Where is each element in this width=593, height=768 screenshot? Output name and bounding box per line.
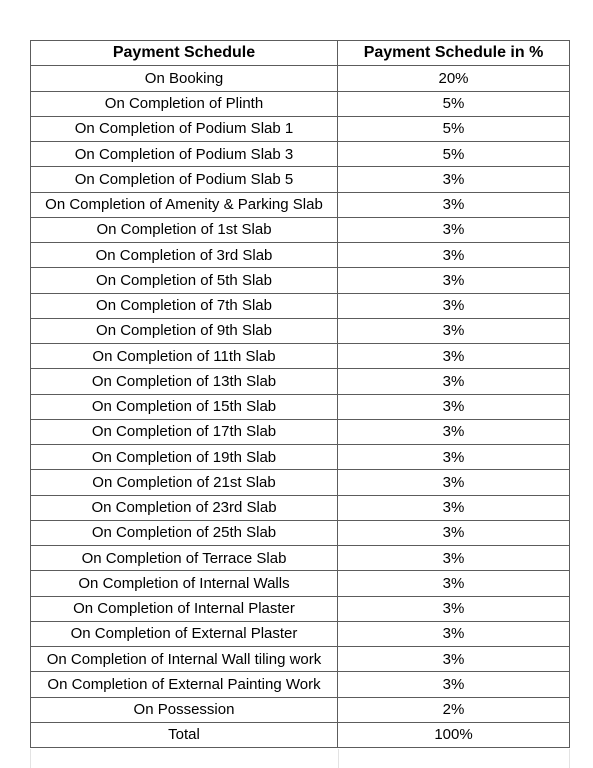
stage-cell: On Booking <box>30 65 338 92</box>
table-row: On Completion of Podium Slab 3 5% <box>30 140 570 168</box>
percent-cell: 5% <box>337 115 570 143</box>
table-body: On Booking 20% On Completion of Plinth 5% On… <box>30 65 570 749</box>
percent-cell: 3% <box>337 645 570 673</box>
percent-cell: 100% <box>337 721 570 749</box>
table-row: On Completion of 15th Slab 3% <box>30 393 570 420</box>
stage-cell: On Completion of 13th Slab <box>30 368 338 395</box>
table-row: On Completion of Internal Walls 3% <box>30 570 570 597</box>
percent-cell: 3% <box>337 544 570 572</box>
percent-cell: 5% <box>337 90 570 117</box>
stage-cell: On Completion of External Plaster <box>30 620 338 648</box>
percent-cell: 3% <box>337 267 570 294</box>
stage-cell: On Completion of Terrace Slab <box>30 544 338 572</box>
table-row: On Completion of 7th Slab 3% <box>30 292 570 319</box>
table-row: On Completion of 21st Slab 3% <box>30 469 570 496</box>
table-row: On Completion of Internal Wall tiling wo… <box>30 645 570 673</box>
table-row: On Completion of 13th Slab 3% <box>30 368 570 395</box>
stage-cell: On Completion of 9th Slab <box>30 317 338 345</box>
percent-cell: 3% <box>337 443 570 471</box>
percent-cell: 5% <box>337 140 570 168</box>
stage-cell: On Completion of Plinth <box>30 90 338 117</box>
table-row: On Booking 20% <box>30 65 570 92</box>
stage-cell: On Completion of Podium Slab 1 <box>30 115 338 143</box>
stage-cell: On Completion of Internal Plaster <box>30 595 338 622</box>
table-row: On Completion of 5th Slab 3% <box>30 267 570 294</box>
percent-cell: 3% <box>337 595 570 622</box>
stage-cell: On Completion of Podium Slab 5 <box>30 166 338 193</box>
stage-cell: On Completion of Amenity & Parking Slab <box>30 191 338 218</box>
table-row: On Completion of Internal Plaster 3% <box>30 595 570 622</box>
percent-cell: 3% <box>337 620 570 648</box>
table-row: On Completion of 11th Slab 3% <box>30 342 570 370</box>
percent-cell: 3% <box>337 317 570 345</box>
table-row: On Completion of 25th Slab 3% <box>30 519 570 547</box>
table-row: On Completion of Podium Slab 5 3% <box>30 166 570 193</box>
grid-divider <box>338 749 339 768</box>
header-payment-percent: Payment Schedule in % <box>337 39 570 67</box>
stage-cell: On Completion of 1st Slab <box>30 216 338 244</box>
table-row: On Completion of External Painting Work 3… <box>30 671 570 698</box>
header-payment-schedule: Payment Schedule <box>30 39 338 67</box>
percent-cell: 3% <box>337 570 570 597</box>
stage-cell: On Completion of 15th Slab <box>30 393 338 420</box>
table-row: On Completion of 1st Slab 3% <box>30 216 570 244</box>
percent-cell: 3% <box>337 166 570 193</box>
stage-cell: On Completion of 23rd Slab <box>30 494 338 521</box>
table-row: On Completion of Amenity & Parking Slab 3… <box>30 191 570 218</box>
total-row: Total 100% <box>30 721 570 749</box>
percent-cell: 3% <box>337 418 570 446</box>
stage-cell: On Possession <box>30 696 338 723</box>
percent-cell: 3% <box>337 368 570 395</box>
percent-cell: 3% <box>337 671 570 698</box>
table-row: On Completion of 9th Slab 3% <box>30 317 570 345</box>
stage-cell: On Completion of 7th Slab <box>30 292 338 319</box>
stage-cell: On Completion of External Painting Work <box>30 671 338 698</box>
stage-cell: On Completion of 21st Slab <box>30 469 338 496</box>
stage-cell: Total <box>30 721 338 749</box>
stage-cell: On Completion of Podium Slab 3 <box>30 140 338 168</box>
table-row: On Completion of 23rd Slab 3% <box>30 494 570 521</box>
table-row: On Possession 2% <box>30 696 570 723</box>
percent-cell: 3% <box>337 494 570 521</box>
stage-cell: On Completion of 19th Slab <box>30 443 338 471</box>
table-row: On Completion of 3rd Slab 3% <box>30 241 570 269</box>
table-row: On Completion of External Plaster 3% <box>30 620 570 648</box>
percent-cell: 3% <box>337 241 570 269</box>
stage-cell: On Completion of 5th Slab <box>30 267 338 294</box>
percent-cell: 3% <box>337 191 570 218</box>
header-row: Payment Schedule Payment Schedule in % <box>30 39 570 67</box>
payment-schedule-table: Payment Schedule Payment Schedule in % O… <box>30 39 570 749</box>
table-row: On Completion of Podium Slab 1 5% <box>30 115 570 143</box>
stage-cell: On Completion of Internal Walls <box>30 570 338 597</box>
table-row: On Completion of Terrace Slab 3% <box>30 544 570 572</box>
percent-cell: 20% <box>337 65 570 92</box>
empty-grid-row <box>30 749 570 768</box>
percent-cell: 3% <box>337 519 570 547</box>
table-row: On Completion of 19th Slab 3% <box>30 443 570 471</box>
stage-cell: On Completion of 3rd Slab <box>30 241 338 269</box>
table-row: On Completion of 17th Slab 3% <box>30 418 570 446</box>
percent-cell: 3% <box>337 393 570 420</box>
stage-cell: On Completion of 11th Slab <box>30 342 338 370</box>
stage-cell: On Completion of Internal Wall tiling wo… <box>30 645 338 673</box>
table-row: On Completion of Plinth 5% <box>30 90 570 117</box>
stage-cell: On Completion of 25th Slab <box>30 519 338 547</box>
percent-cell: 3% <box>337 216 570 244</box>
percent-cell: 3% <box>337 292 570 319</box>
percent-cell: 3% <box>337 469 570 496</box>
percent-cell: 2% <box>337 696 570 723</box>
percent-cell: 3% <box>337 342 570 370</box>
stage-cell: On Completion of 17th Slab <box>30 418 338 446</box>
